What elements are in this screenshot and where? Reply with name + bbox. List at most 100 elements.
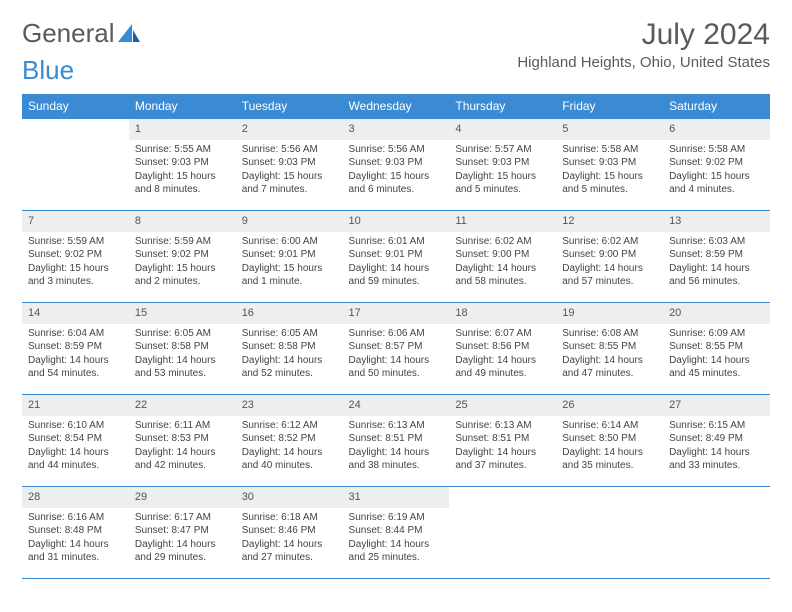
calendar-cell: 21Sunrise: 6:10 AMSunset: 8:54 PMDayligh…: [22, 395, 129, 487]
day-body: Sunrise: 5:56 AMSunset: 9:03 PMDaylight:…: [236, 140, 343, 201]
calendar-cell: 1Sunrise: 5:55 AMSunset: 9:03 PMDaylight…: [129, 119, 236, 211]
day-sr: Sunrise: 6:13 AM: [455, 419, 550, 433]
day-ss: Sunset: 9:02 PM: [28, 248, 123, 262]
day-d1: Daylight: 15 hours: [669, 170, 764, 184]
day-sr: Sunrise: 6:07 AM: [455, 327, 550, 341]
day-d2: and 59 minutes.: [349, 275, 444, 289]
day-d2: and 53 minutes.: [135, 367, 230, 381]
day-number: 19: [556, 303, 663, 324]
calendar-cell: 10Sunrise: 6:01 AMSunset: 9:01 PMDayligh…: [343, 211, 450, 303]
calendar-row: 28Sunrise: 6:16 AMSunset: 8:48 PMDayligh…: [22, 487, 770, 579]
title-block: July 2024 Highland Heights, Ohio, United…: [517, 18, 770, 71]
day-sr: Sunrise: 5:58 AM: [669, 143, 764, 157]
day-sr: Sunrise: 6:12 AM: [242, 419, 337, 433]
day-sr: Sunrise: 6:08 AM: [562, 327, 657, 341]
day-number: 13: [663, 211, 770, 232]
day-number: 5: [556, 119, 663, 140]
day-body: Sunrise: 6:00 AMSunset: 9:01 PMDaylight:…: [236, 232, 343, 293]
calendar-cell: 22Sunrise: 6:11 AMSunset: 8:53 PMDayligh…: [129, 395, 236, 487]
day-ss: Sunset: 8:59 PM: [28, 340, 123, 354]
day-number: 7: [22, 211, 129, 232]
day-body: Sunrise: 6:09 AMSunset: 8:55 PMDaylight:…: [663, 324, 770, 385]
calendar-cell: 3Sunrise: 5:56 AMSunset: 9:03 PMDaylight…: [343, 119, 450, 211]
day-d1: Daylight: 14 hours: [669, 262, 764, 276]
day-sr: Sunrise: 6:02 AM: [562, 235, 657, 249]
day-sr: Sunrise: 6:05 AM: [242, 327, 337, 341]
day-d2: and 58 minutes.: [455, 275, 550, 289]
day-body: Sunrise: 6:19 AMSunset: 8:44 PMDaylight:…: [343, 508, 450, 569]
day-ss: Sunset: 9:01 PM: [242, 248, 337, 262]
day-d2: and 27 minutes.: [242, 551, 337, 565]
day-body: Sunrise: 6:07 AMSunset: 8:56 PMDaylight:…: [449, 324, 556, 385]
calendar-cell: 13Sunrise: 6:03 AMSunset: 8:59 PMDayligh…: [663, 211, 770, 303]
calendar-cell: [449, 487, 556, 579]
day-ss: Sunset: 9:02 PM: [135, 248, 230, 262]
month-title: July 2024: [517, 18, 770, 52]
day-sr: Sunrise: 5:58 AM: [562, 143, 657, 157]
day-d1: Daylight: 14 hours: [455, 446, 550, 460]
day-d2: and 35 minutes.: [562, 459, 657, 473]
day-number: 26: [556, 395, 663, 416]
calendar-cell: 15Sunrise: 6:05 AMSunset: 8:58 PMDayligh…: [129, 303, 236, 395]
calendar-cell: [663, 487, 770, 579]
day-number: 3: [343, 119, 450, 140]
calendar-cell: 17Sunrise: 6:06 AMSunset: 8:57 PMDayligh…: [343, 303, 450, 395]
logo-word2: Blue: [22, 55, 74, 85]
day-sr: Sunrise: 5:57 AM: [455, 143, 550, 157]
day-ss: Sunset: 9:03 PM: [242, 156, 337, 170]
day-sr: Sunrise: 6:19 AM: [349, 511, 444, 525]
day-ss: Sunset: 8:56 PM: [455, 340, 550, 354]
day-number: 25: [449, 395, 556, 416]
day-sr: Sunrise: 6:03 AM: [669, 235, 764, 249]
day-sr: Sunrise: 6:10 AM: [28, 419, 123, 433]
day-sr: Sunrise: 6:01 AM: [349, 235, 444, 249]
day-sr: Sunrise: 5:56 AM: [349, 143, 444, 157]
day-d1: Daylight: 15 hours: [349, 170, 444, 184]
day-body: Sunrise: 6:01 AMSunset: 9:01 PMDaylight:…: [343, 232, 450, 293]
day-d2: and 57 minutes.: [562, 275, 657, 289]
day-body: Sunrise: 6:08 AMSunset: 8:55 PMDaylight:…: [556, 324, 663, 385]
day-number: 1: [129, 119, 236, 140]
weekday-header: Tuesday: [236, 94, 343, 119]
day-d2: and 1 minute.: [242, 275, 337, 289]
day-sr: Sunrise: 6:04 AM: [28, 327, 123, 341]
weekday-header: Saturday: [663, 94, 770, 119]
day-number: 27: [663, 395, 770, 416]
day-d2: and 47 minutes.: [562, 367, 657, 381]
day-body: Sunrise: 5:58 AMSunset: 9:03 PMDaylight:…: [556, 140, 663, 201]
day-ss: Sunset: 8:57 PM: [349, 340, 444, 354]
day-body: Sunrise: 6:10 AMSunset: 8:54 PMDaylight:…: [22, 416, 129, 477]
calendar-cell: 16Sunrise: 6:05 AMSunset: 8:58 PMDayligh…: [236, 303, 343, 395]
day-ss: Sunset: 8:58 PM: [135, 340, 230, 354]
day-number: 30: [236, 487, 343, 508]
calendar-row: 14Sunrise: 6:04 AMSunset: 8:59 PMDayligh…: [22, 303, 770, 395]
day-sr: Sunrise: 6:15 AM: [669, 419, 764, 433]
day-d2: and 50 minutes.: [349, 367, 444, 381]
calendar-cell: 4Sunrise: 5:57 AMSunset: 9:03 PMDaylight…: [449, 119, 556, 211]
day-number: 6: [663, 119, 770, 140]
day-number: 18: [449, 303, 556, 324]
day-body: Sunrise: 6:06 AMSunset: 8:57 PMDaylight:…: [343, 324, 450, 385]
calendar-body: 1Sunrise: 5:55 AMSunset: 9:03 PMDaylight…: [22, 119, 770, 579]
calendar-cell: [556, 487, 663, 579]
calendar-cell: 27Sunrise: 6:15 AMSunset: 8:49 PMDayligh…: [663, 395, 770, 487]
day-d2: and 33 minutes.: [669, 459, 764, 473]
day-d2: and 3 minutes.: [28, 275, 123, 289]
day-d1: Daylight: 15 hours: [28, 262, 123, 276]
calendar-cell: 6Sunrise: 5:58 AMSunset: 9:02 PMDaylight…: [663, 119, 770, 211]
day-sr: Sunrise: 6:02 AM: [455, 235, 550, 249]
day-ss: Sunset: 8:55 PM: [562, 340, 657, 354]
day-d1: Daylight: 14 hours: [455, 354, 550, 368]
calendar-cell: 5Sunrise: 5:58 AMSunset: 9:03 PMDaylight…: [556, 119, 663, 211]
day-sr: Sunrise: 5:59 AM: [135, 235, 230, 249]
day-sr: Sunrise: 6:14 AM: [562, 419, 657, 433]
day-d2: and 6 minutes.: [349, 183, 444, 197]
day-body: Sunrise: 6:13 AMSunset: 8:51 PMDaylight:…: [343, 416, 450, 477]
calendar-cell: 29Sunrise: 6:17 AMSunset: 8:47 PMDayligh…: [129, 487, 236, 579]
day-sr: Sunrise: 6:00 AM: [242, 235, 337, 249]
day-body: Sunrise: 6:04 AMSunset: 8:59 PMDaylight:…: [22, 324, 129, 385]
day-body: Sunrise: 5:55 AMSunset: 9:03 PMDaylight:…: [129, 140, 236, 201]
day-d1: Daylight: 14 hours: [28, 538, 123, 552]
day-body: Sunrise: 6:15 AMSunset: 8:49 PMDaylight:…: [663, 416, 770, 477]
day-sr: Sunrise: 6:18 AM: [242, 511, 337, 525]
